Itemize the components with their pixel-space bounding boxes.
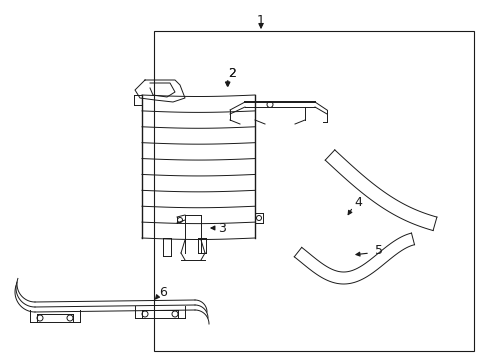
Text: 1: 1 [257,14,264,27]
Text: 3: 3 [218,221,225,234]
Bar [154,31,473,351]
Text: 6: 6 [159,285,166,298]
Text: 2: 2 [227,67,235,80]
Text: 4: 4 [353,195,361,208]
Text: 5: 5 [374,243,382,257]
Text: 2: 2 [228,67,236,80]
